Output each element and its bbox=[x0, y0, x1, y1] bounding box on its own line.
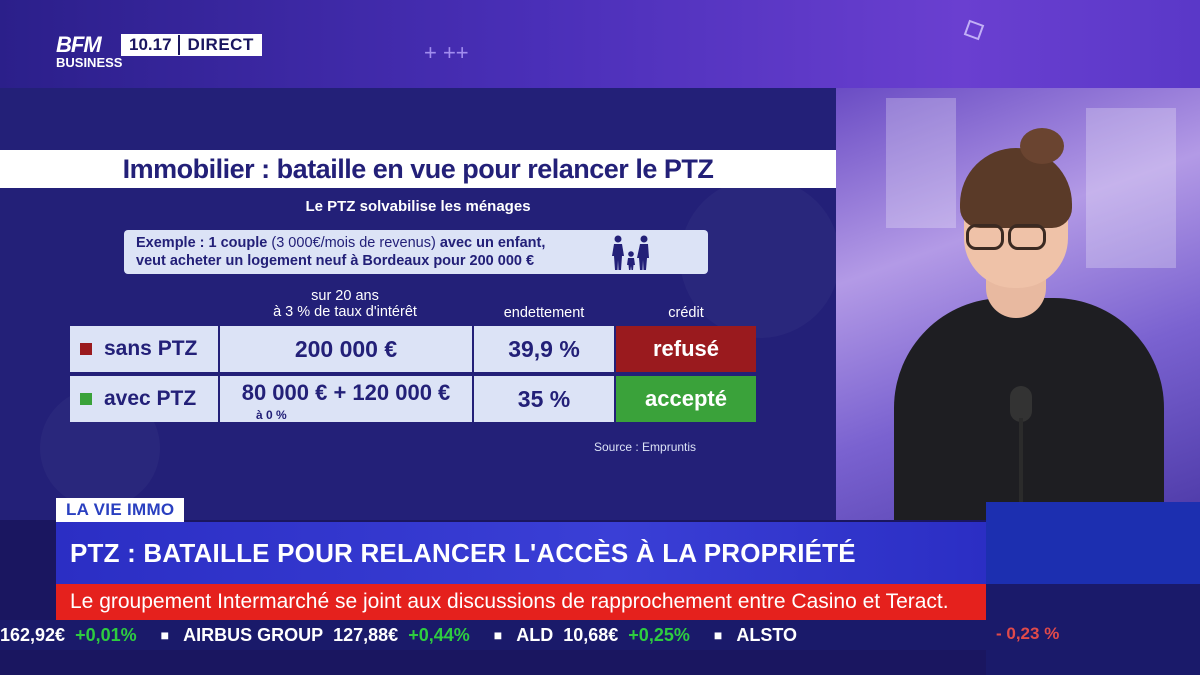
program-tag: LA VIE IMMO bbox=[56, 498, 185, 522]
family-icon bbox=[612, 235, 649, 270]
infographic-panel: Immobilier : bataille en vue pour relanc… bbox=[0, 88, 836, 520]
right-side-block bbox=[986, 502, 1200, 675]
terms-line-1: sur 20 ans bbox=[311, 288, 379, 304]
ticker-separator: ■ bbox=[713, 627, 723, 643]
example-box: Exemple : 1 couple (3 000€/mois de reven… bbox=[124, 230, 708, 274]
bfm-business-logo: BFM BUSINESS bbox=[56, 32, 123, 70]
microphone-stand bbox=[1019, 418, 1023, 520]
example-bold-2: avec un enfant, bbox=[435, 235, 546, 251]
infographic-title: Immobilier : bataille en vue pour relanc… bbox=[122, 153, 714, 184]
stock-ticker: 162,92€ +0,01% ■ AIRBUS GROUP 127,88€ +0… bbox=[0, 620, 986, 650]
ticker-change-up: +0,44% bbox=[408, 624, 470, 645]
row-label-sans-ptz: sans PTZ bbox=[70, 326, 218, 372]
clock-bar: 10.17 DIRECT bbox=[121, 34, 262, 56]
ticker-name: ALD bbox=[516, 624, 554, 645]
column-header-credit: crédit bbox=[668, 305, 704, 321]
example-text: Exemple : 1 couple (3 000€/mois de reven… bbox=[136, 234, 545, 270]
red-marker bbox=[80, 343, 92, 355]
microphone bbox=[1010, 386, 1032, 422]
zero-rate-note: à 0 % bbox=[256, 408, 287, 422]
terms-line-2: à 3 % de taux d'intérêt bbox=[273, 304, 417, 320]
row-amount-text: 80 000 € + 120 000 € bbox=[241, 380, 451, 405]
ticker-name: ALSTO bbox=[736, 624, 797, 645]
right-side-block-lower bbox=[986, 584, 1200, 675]
credit-status-accepted: accepté bbox=[616, 376, 756, 422]
ticker-change-up: +0,01% bbox=[75, 624, 137, 645]
row-amount: 80 000 € + 120 000 € bbox=[220, 376, 472, 422]
logo-business: BUSINESS bbox=[56, 55, 123, 70]
example-income: (3 000€/mois de revenus) bbox=[267, 235, 436, 251]
row-amount: 200 000 € bbox=[220, 326, 472, 372]
row-label-avec-ptz: avec PTZ bbox=[70, 376, 218, 422]
source-credit: Source : Empruntis bbox=[594, 440, 697, 454]
ticker-separator: ■ bbox=[493, 627, 503, 643]
ticker-name: AIRBUS GROUP bbox=[183, 624, 324, 645]
row-debt: 39,9 % bbox=[474, 326, 614, 372]
example-line-2: veut acheter un logement neuf à Bordeaux… bbox=[136, 253, 535, 269]
breaking-news-text: Le groupement Intermarché se joint aux d… bbox=[70, 590, 949, 613]
sparkle-decoration: + ++ bbox=[424, 40, 469, 65]
ticker-value: 10,68€ bbox=[563, 624, 619, 645]
live-indicator: DIRECT bbox=[187, 35, 254, 54]
breaking-news-bar: Le groupement Intermarché se joint aux d… bbox=[56, 584, 986, 620]
bottom-strip bbox=[0, 650, 986, 675]
row-debt: 35 % bbox=[474, 376, 614, 422]
broadcast-time: 10.17 bbox=[121, 35, 180, 55]
credit-status-refused: refusé bbox=[616, 326, 756, 372]
infographic-subtitle: Le PTZ solvabilise les ménages bbox=[305, 198, 531, 215]
studio-video bbox=[836, 88, 1200, 520]
glasses-left bbox=[966, 224, 1004, 250]
green-marker bbox=[80, 393, 92, 405]
example-bold-1: Exemple : 1 couple bbox=[136, 235, 268, 251]
infographic-title-bar: Immobilier : bataille en vue pour relanc… bbox=[0, 150, 836, 188]
ticker-separator: ■ bbox=[160, 627, 170, 643]
column-header-debt: endettement bbox=[503, 305, 585, 321]
ticker-value: 162,92€ bbox=[0, 624, 66, 645]
ticker-change-down: - 0,23 % bbox=[996, 624, 1060, 643]
column-header-terms: sur 20 ans à 3 % de taux d'intérêt bbox=[220, 288, 470, 320]
logo-bfm: BFM bbox=[56, 32, 102, 57]
studio-panel bbox=[1086, 108, 1176, 268]
row-label-text: avec PTZ bbox=[104, 387, 197, 410]
headline-bar: PTZ : BATAILLE POUR RELANCER L'ACCÈS À L… bbox=[56, 522, 986, 584]
row-label-text: sans PTZ bbox=[104, 337, 198, 360]
studio-panel bbox=[886, 98, 956, 228]
glasses-right bbox=[1008, 224, 1046, 250]
ticker-change-up: +0,25% bbox=[628, 624, 690, 645]
headline-text: PTZ : BATAILLE POUR RELANCER L'ACCÈS À L… bbox=[70, 537, 856, 568]
ticker-value: 127,88€ bbox=[333, 624, 399, 645]
presenter-hair-bun bbox=[1020, 128, 1064, 164]
